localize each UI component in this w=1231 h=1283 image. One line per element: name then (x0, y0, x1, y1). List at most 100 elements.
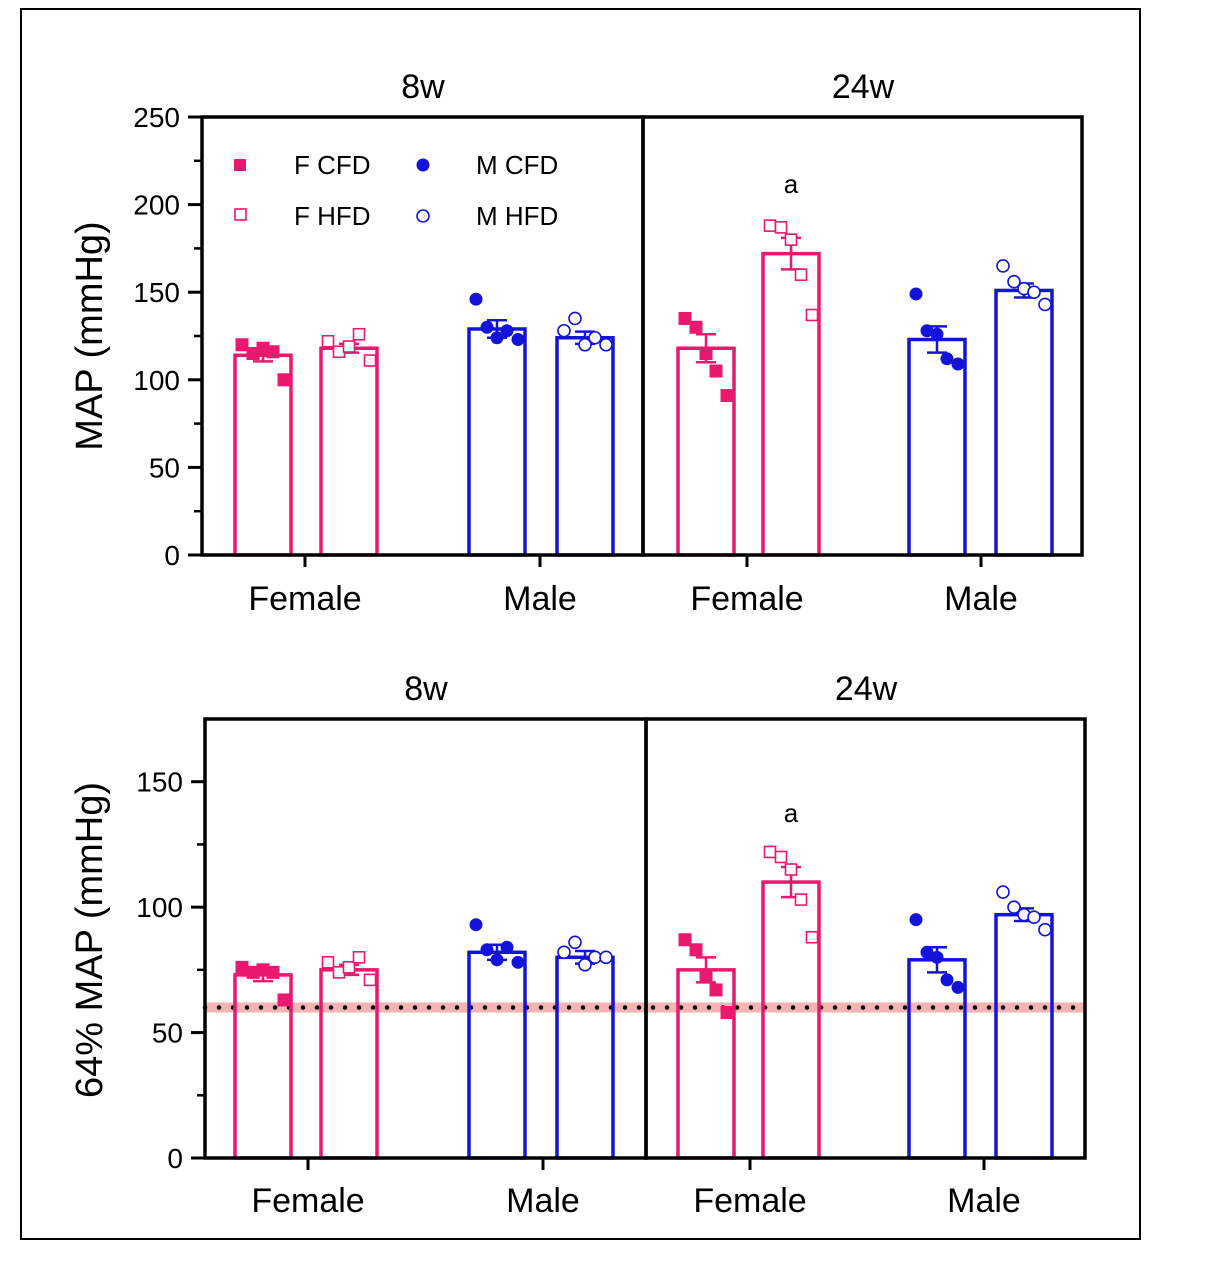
data-point (720, 1006, 734, 1020)
data-point (709, 364, 723, 378)
data-point (678, 311, 692, 325)
data-point (805, 308, 819, 322)
data-point (480, 320, 494, 334)
data-point (246, 965, 260, 979)
significance-label: a (784, 798, 799, 828)
data-point (699, 968, 713, 982)
data-point (511, 955, 525, 969)
data-point (490, 953, 504, 967)
data-point (1007, 274, 1021, 289)
data-point (256, 341, 270, 355)
significance-label: a (784, 169, 799, 199)
legend-marker-m-cfd (416, 158, 430, 172)
legend-label-f-hfd: F HFD (294, 201, 371, 231)
data-point (920, 324, 934, 338)
data-point (557, 323, 571, 338)
data-point (930, 950, 944, 964)
data-point (568, 935, 582, 950)
data-point (342, 340, 356, 353)
data-point (794, 893, 808, 906)
panel-frame-1 (641, 115, 1084, 557)
data-point (500, 940, 514, 954)
data-point (235, 338, 249, 352)
data-point (246, 347, 260, 361)
data-point (1038, 297, 1052, 312)
data-point (951, 980, 965, 994)
x-tick-label: Female (693, 1182, 806, 1220)
data-point (940, 973, 954, 987)
data-point (763, 845, 777, 859)
legend-label-f-cfd: F CFD (294, 150, 371, 180)
panel-frame-1 (644, 717, 1087, 1160)
data-point (599, 950, 613, 965)
data-point (511, 333, 525, 347)
chart-64-map: 64% MAP (mmHg) 8w 24w Female Male a Female M… (69, 670, 1088, 1220)
data-point (469, 918, 483, 932)
y-tick-label: 0 (164, 540, 180, 571)
data-point (805, 930, 819, 944)
data-point (930, 327, 944, 341)
data-point (578, 337, 592, 352)
y-tick-label: 100 (133, 365, 180, 396)
data-point (794, 268, 808, 281)
x-tick-label: Male (944, 580, 1018, 618)
data-point (352, 327, 366, 341)
y-tick-label: 250 (133, 102, 180, 133)
data-point (277, 993, 291, 1007)
data-point (909, 913, 923, 927)
data-point (784, 233, 798, 246)
panel-title-1: 24w (835, 670, 898, 708)
data-point (599, 337, 613, 352)
data-point (363, 354, 377, 367)
data-point (277, 373, 291, 387)
data-point (689, 943, 703, 957)
x-tick-label: Female (690, 580, 803, 618)
y-tick-label: 50 (149, 452, 180, 483)
data-point (940, 352, 954, 366)
data-point (709, 983, 723, 997)
data-point (469, 292, 483, 306)
data-point (763, 219, 777, 232)
chart-marks: Female Male a Female Male 0 50 100 150 200 250 (133, 102, 1084, 618)
data-point (363, 973, 377, 987)
data-point (480, 943, 494, 957)
data-point (920, 945, 934, 959)
y-tick-label: 150 (133, 277, 180, 308)
data-point (720, 389, 734, 403)
data-point (909, 287, 923, 301)
data-point (678, 933, 692, 947)
data-point (321, 956, 335, 969)
data-point (1027, 910, 1041, 924)
panel-title-0: 8w (401, 68, 445, 106)
y-axis-label: 64% MAP (mmHg) (69, 782, 111, 1098)
data-point (1027, 285, 1041, 300)
chart-map: MAP (mmHg) 8w 24w Female Male a Female Male 0… (69, 68, 1084, 618)
data-point (256, 963, 270, 977)
data-point (996, 885, 1010, 899)
data-point (342, 961, 356, 974)
legend-marker-f-hfd (234, 208, 247, 221)
data-point (266, 965, 280, 979)
figure-border (20, 8, 1141, 1240)
data-point (500, 324, 514, 338)
chart-legend: F CFD F HFD M CFD M HFD (234, 150, 558, 231)
data-point (490, 331, 504, 345)
y-tick-label: 100 (136, 892, 183, 923)
data-point (951, 357, 965, 371)
panel-title-0: 8w (404, 670, 448, 708)
data-point (1038, 922, 1052, 937)
data-point (321, 334, 335, 348)
y-axis-label: MAP (mmHg) (69, 221, 111, 450)
data-point (578, 958, 592, 972)
data-point (557, 945, 571, 960)
data-point (784, 863, 798, 876)
y-tick-label: 50 (152, 1018, 183, 1049)
y-tick-label: 200 (133, 190, 180, 221)
y-tick-label: 150 (136, 767, 183, 798)
x-tick-label: Female (248, 580, 361, 618)
panel-title-1: 24w (832, 68, 895, 106)
x-tick-label: Male (506, 1182, 580, 1220)
chart-marks: Female Male a Female Male 0 50 100 150 (136, 717, 1088, 1220)
data-point (568, 311, 582, 326)
